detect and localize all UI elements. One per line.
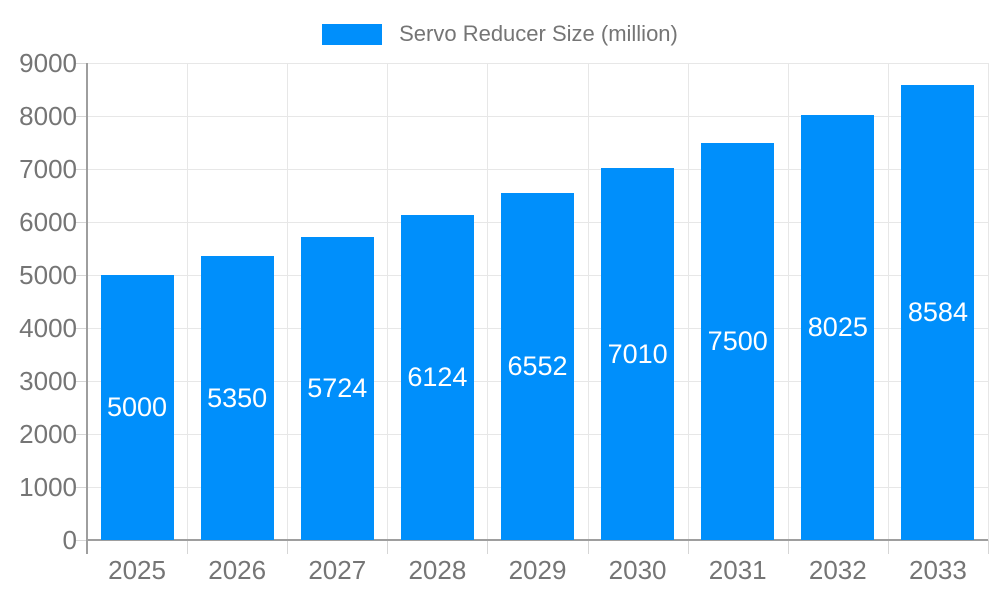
x-axis-tick <box>587 540 589 554</box>
x-gridline <box>387 63 389 540</box>
y-axis-tick-label: 5000 <box>19 260 77 290</box>
bar-value-label: 5000 <box>107 392 168 422</box>
x-axis-line <box>86 539 988 541</box>
bar-value-label: 6552 <box>507 350 568 381</box>
x-gridline <box>587 63 589 540</box>
x-axis-tick-label: 2032 <box>808 555 867 585</box>
x-axis-tick-label: 2028 <box>408 555 467 585</box>
x-axis-tick-label: 2030 <box>608 555 667 585</box>
bar[interactable]: 6552 <box>501 192 574 540</box>
y-axis-tick-label: 3000 <box>19 366 77 396</box>
y-axis-tick-label: 7000 <box>19 154 77 184</box>
x-axis-tick <box>787 540 789 554</box>
y-axis-tick-label: 9000 <box>19 48 77 78</box>
legend-item[interactable]: Servo Reducer Size (million) <box>0 20 1000 48</box>
y-axis-tick-label: 4000 <box>19 313 77 343</box>
x-axis-tick <box>287 540 289 554</box>
x-axis-tick-label: 2027 <box>308 555 367 585</box>
x-axis-tick <box>687 540 689 554</box>
bar-value-label: 7500 <box>707 325 768 356</box>
bar-value-label: 6124 <box>407 362 468 393</box>
y-gridline <box>87 63 988 64</box>
y-axis-tick <box>75 487 87 488</box>
y-axis-tick <box>75 540 87 541</box>
x-gridline <box>687 63 689 540</box>
y-axis-tick-label: 1000 <box>19 472 77 502</box>
x-axis-tick <box>988 540 989 554</box>
x-gridline <box>787 63 789 540</box>
bar[interactable]: 8025 <box>801 114 875 540</box>
y-axis-tick-label: 6000 <box>19 207 77 237</box>
x-gridline <box>887 63 889 540</box>
y-axis-tick <box>75 275 87 276</box>
bar[interactable]: 8584 <box>901 85 975 540</box>
bar[interactable]: 5000 <box>100 275 174 540</box>
y-axis-tick <box>75 434 87 435</box>
y-axis-tick <box>75 169 87 170</box>
bar[interactable]: 7500 <box>701 142 775 540</box>
y-axis-tick-label: 0 <box>62 525 77 555</box>
y-axis-tick-label: 2000 <box>19 419 77 449</box>
x-axis-tick <box>187 540 189 554</box>
bar[interactable]: 5724 <box>300 236 374 540</box>
x-axis-tick-label: 2026 <box>208 555 267 585</box>
x-axis-tick-label: 2033 <box>909 555 967 585</box>
y-axis-tick <box>75 116 87 117</box>
legend-swatch <box>322 23 383 45</box>
y-gridline <box>87 116 988 117</box>
y-axis-tick-label: 8000 <box>19 101 77 131</box>
x-gridline <box>187 63 189 540</box>
x-axis-tick-label: 2031 <box>708 555 767 585</box>
x-axis-tick-label: 2029 <box>508 555 567 585</box>
bar[interactable]: 5350 <box>200 256 274 540</box>
y-axis-tick <box>75 328 87 329</box>
y-axis-tick <box>75 222 87 223</box>
y-axis-tick <box>75 63 87 64</box>
x-axis-tick <box>387 540 389 554</box>
y-axis-line <box>86 63 88 554</box>
x-gridline <box>487 63 489 540</box>
y-gridline <box>87 169 988 170</box>
x-axis-tick-label: 2025 <box>108 555 166 585</box>
bar[interactable]: 6124 <box>400 215 474 540</box>
bar-value-label: 5350 <box>207 382 268 413</box>
y-axis-tick <box>75 381 87 382</box>
legend-label: Servo Reducer Size (million) <box>399 21 678 46</box>
bar-value-label: 8584 <box>907 297 968 328</box>
x-axis-tick <box>487 540 489 554</box>
bar-value-label: 7010 <box>607 338 668 369</box>
bar-value-label: 5724 <box>307 372 368 403</box>
x-gridline <box>287 63 289 540</box>
x-gridline <box>988 63 989 540</box>
bar[interactable]: 7010 <box>601 168 675 540</box>
bar-value-label: 8025 <box>807 311 868 342</box>
x-axis-tick <box>887 540 889 554</box>
